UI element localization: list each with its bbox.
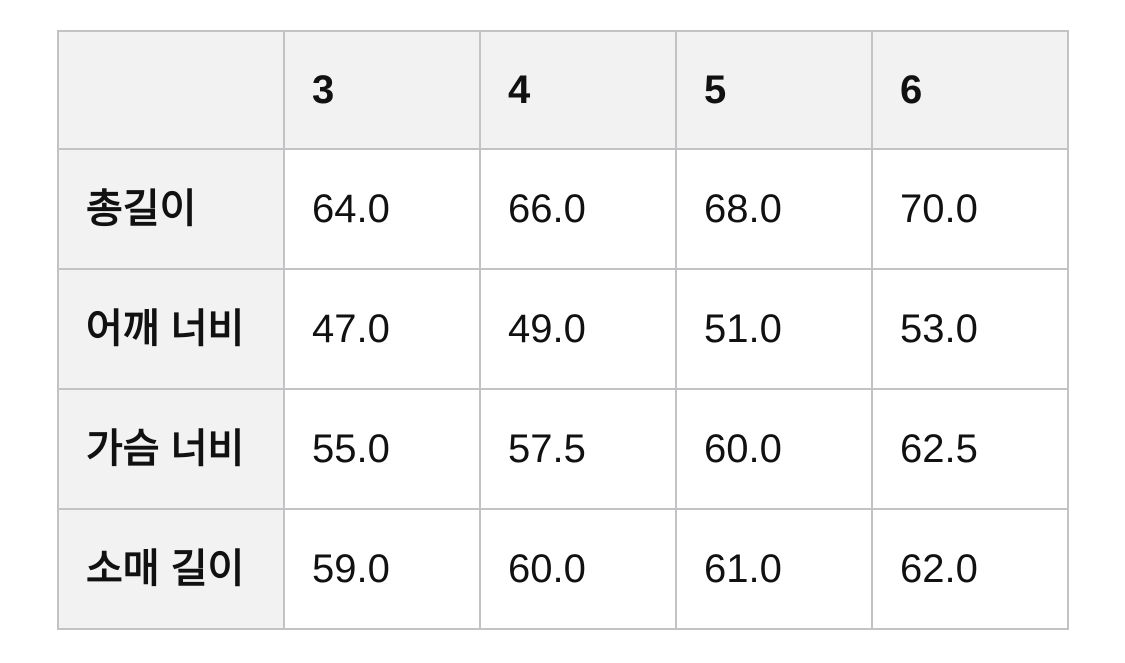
value-cell: 57.5 (479, 388, 677, 510)
value-cell: 53.0 (871, 268, 1069, 390)
table-row-sleeve-length: 소매 길이 59.0 60.0 61.0 62.0 (57, 508, 1069, 630)
column-header-size-6: 6 (871, 30, 1069, 150)
column-header-size-4: 4 (479, 30, 677, 150)
value-cell: 60.0 (675, 388, 873, 510)
table-row-chest-width: 가슴 너비 55.0 57.5 60.0 62.5 (57, 388, 1069, 510)
value-cell: 62.5 (871, 388, 1069, 510)
size-chart-table: 3 4 5 6 총길이 64.0 66.0 68.0 70.0 어깨 너비 47… (57, 30, 1069, 630)
value-cell: 60.0 (479, 508, 677, 630)
column-header-size-3: 3 (283, 30, 481, 150)
value-cell: 59.0 (283, 508, 481, 630)
value-cell: 62.0 (871, 508, 1069, 630)
table-row-shoulder-width: 어깨 너비 47.0 49.0 51.0 53.0 (57, 268, 1069, 390)
value-cell: 68.0 (675, 148, 873, 270)
row-label-shoulder-width: 어깨 너비 (57, 268, 285, 390)
size-chart-header-row: 3 4 5 6 (57, 30, 1069, 150)
value-cell: 70.0 (871, 148, 1069, 270)
value-cell: 49.0 (479, 268, 677, 390)
column-header-size-5: 5 (675, 30, 873, 150)
corner-header-cell (57, 30, 285, 150)
value-cell: 64.0 (283, 148, 481, 270)
value-cell: 51.0 (675, 268, 873, 390)
row-label-chest-width: 가슴 너비 (57, 388, 285, 510)
value-cell: 61.0 (675, 508, 873, 630)
row-label-total-length: 총길이 (57, 148, 285, 270)
row-label-sleeve-length: 소매 길이 (57, 508, 285, 630)
table-row-total-length: 총길이 64.0 66.0 68.0 70.0 (57, 148, 1069, 270)
value-cell: 47.0 (283, 268, 481, 390)
value-cell: 55.0 (283, 388, 481, 510)
value-cell: 66.0 (479, 148, 677, 270)
